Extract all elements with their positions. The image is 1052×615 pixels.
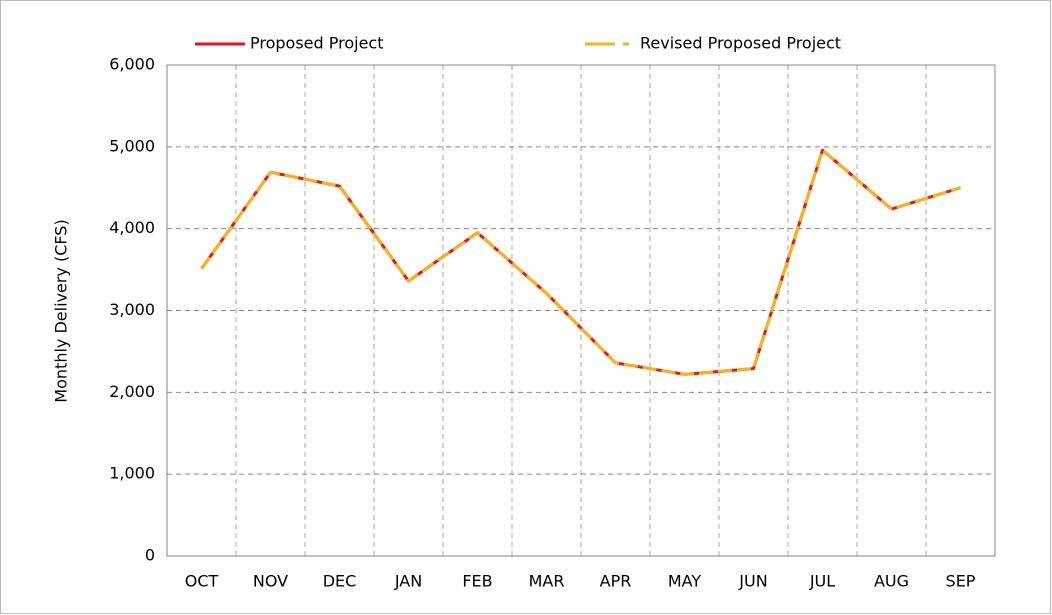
legend-label: Revised Proposed Project (640, 34, 841, 53)
plot-area (166, 64, 996, 557)
y-tick-label: 1,000 (109, 464, 155, 483)
x-tick-label: MAR (529, 572, 565, 591)
x-tick-label: NOV (253, 572, 288, 591)
x-tick-label: JUL (809, 572, 835, 591)
y-tick-label: 4,000 (109, 218, 155, 237)
x-tick-label: AUG (874, 572, 909, 591)
series-line (200, 148, 961, 376)
x-tick-label: FEB (462, 572, 492, 591)
legend-label: Proposed Project (250, 34, 384, 53)
x-tick-label: APR (600, 572, 632, 591)
y-tick-label: 3,000 (109, 300, 155, 319)
y-tick-label: 2,000 (109, 382, 155, 401)
x-tick-label: JAN (394, 572, 422, 591)
x-tick-label: MAY (668, 572, 702, 591)
y-tick-label: 6,000 (109, 55, 155, 74)
x-tick-label: DEC (323, 572, 357, 591)
y-axis-label: Monthly Delivery (CFS) (52, 219, 71, 402)
x-tick-label: SEP (946, 572, 976, 591)
x-tick-label: JUN (738, 572, 767, 591)
y-tick-label: 0 (145, 546, 155, 565)
y-tick-label: 5,000 (109, 136, 155, 155)
x-tick-label: OCT (185, 572, 219, 591)
